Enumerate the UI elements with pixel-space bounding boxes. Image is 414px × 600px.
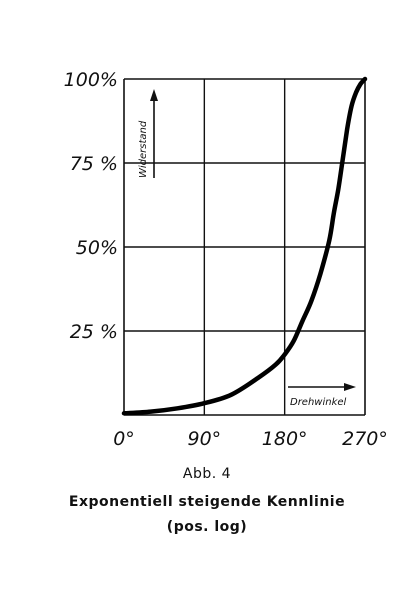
grid bbox=[123, 78, 366, 416]
figure-number: Abb. 4 bbox=[182, 466, 232, 482]
x-tick-label: 0° bbox=[113, 428, 135, 450]
x-tick-label: 270° bbox=[342, 428, 388, 450]
x-tick-label: 90° bbox=[187, 428, 221, 450]
figure-title: Exponentiell steigende Kennlinie bbox=[68, 494, 346, 510]
y-axis-indicator: Widerstand bbox=[138, 89, 158, 178]
y-tick-label: 100% bbox=[64, 69, 118, 91]
x-axis-label: Drehwinkel bbox=[290, 397, 347, 408]
figure-subtitle: (pos. log) bbox=[166, 519, 248, 535]
x-axis-indicator: Drehwinkel bbox=[288, 383, 356, 408]
series-line-0 bbox=[121, 76, 368, 416]
y-axis-label: Widerstand bbox=[138, 120, 149, 178]
y-tick-label: 75 % bbox=[70, 153, 118, 175]
x-tick-label: 180° bbox=[262, 428, 308, 450]
x-axis-arrow-head bbox=[344, 383, 356, 391]
y-axis-arrow-head bbox=[150, 89, 158, 101]
y-tick-label: 50% bbox=[76, 237, 118, 259]
tick-labels: 100% 75 % 50% 25 % 0° 90° 180° 270° bbox=[64, 69, 388, 450]
series-layer bbox=[121, 76, 368, 416]
y-tick-label: 25 % bbox=[70, 321, 118, 343]
